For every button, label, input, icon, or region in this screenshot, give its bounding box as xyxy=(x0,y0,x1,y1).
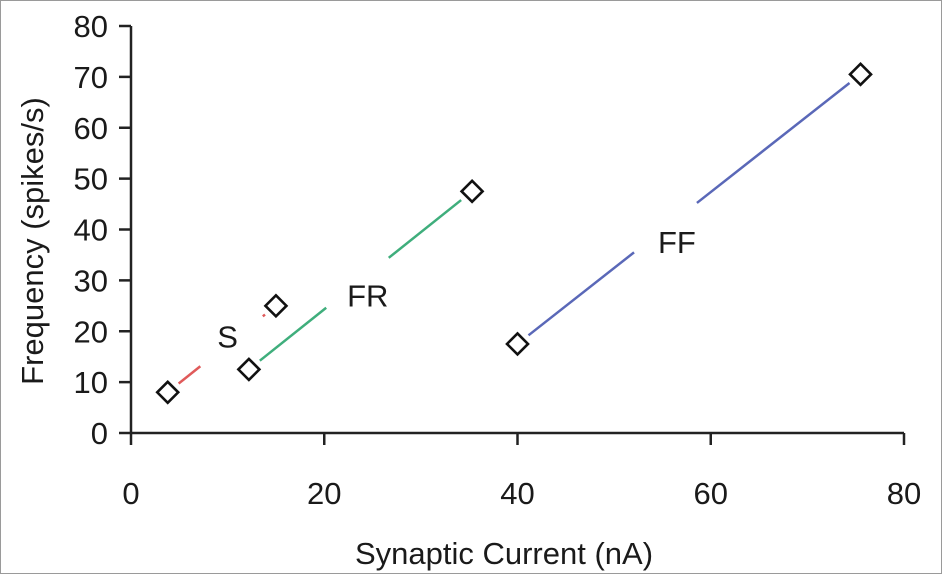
y-tick-label: 0 xyxy=(91,416,108,451)
y-tick-label: 60 xyxy=(74,111,108,146)
data-point-fr xyxy=(459,179,485,204)
x-tick-label: 60 xyxy=(694,476,728,511)
x-tick-label: 80 xyxy=(887,476,921,511)
data-point-s xyxy=(155,379,181,405)
y-tick-label: 20 xyxy=(74,314,108,349)
y-axis-title: Frequency (spikes/s) xyxy=(15,97,50,385)
series-lines-group xyxy=(177,82,851,385)
data-point-ff xyxy=(848,61,873,87)
x-tick-label: 0 xyxy=(122,476,139,511)
axes-group: 0 10 20 30 40 50 60 70 80 0 20 40 60 80 xyxy=(74,9,922,511)
y-tick-label: 30 xyxy=(74,263,108,298)
x-tick-label: 20 xyxy=(307,476,341,511)
x-axis-title: Synaptic Current (nA) xyxy=(355,536,653,571)
series-labels-group: S FR FF xyxy=(217,225,696,354)
series-line-fr xyxy=(387,199,462,259)
y-tick-label: 70 xyxy=(74,60,108,95)
data-point-s xyxy=(263,293,289,319)
data-point-fr xyxy=(236,357,262,382)
series-markers-group xyxy=(155,61,873,405)
series-line-s xyxy=(177,365,202,385)
series-label-fr: FR xyxy=(347,279,388,314)
y-tick-label: 40 xyxy=(74,213,108,248)
series-line-ff xyxy=(527,251,635,337)
x-tick-label: 40 xyxy=(500,476,534,511)
series-line-fr xyxy=(259,306,327,362)
y-tick-label: 80 xyxy=(74,9,108,44)
series-line-s xyxy=(262,313,266,318)
series-label-ff: FF xyxy=(658,225,696,260)
data-point-ff xyxy=(505,331,530,357)
series-label-s: S xyxy=(217,319,238,354)
y-tick-label: 10 xyxy=(74,365,108,400)
y-tick-label: 50 xyxy=(74,162,108,197)
series-line-ff xyxy=(696,82,851,204)
